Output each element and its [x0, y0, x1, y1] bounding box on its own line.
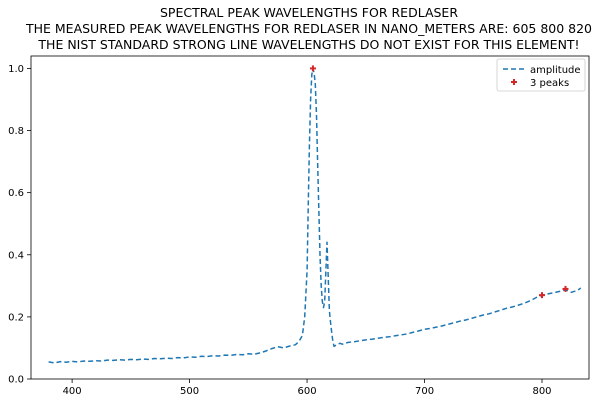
series-line-amplitude [48, 67, 582, 364]
legend-peaks-label: 3 peaks [530, 78, 569, 89]
x-axis: 400 500 600 700 800 [63, 379, 552, 397]
y-tick-label: 1.0 [8, 64, 24, 75]
legend-box [496, 58, 586, 92]
y-tick-label: 0.4 [8, 250, 24, 261]
y-tick-label: 0.6 [8, 188, 24, 199]
chart-title-line-1: SPECTRAL PEAK WAVELENGTHS FOR REDLASER [160, 5, 458, 20]
peak-marker [539, 292, 546, 299]
y-axis: 0.0 0.2 0.4 0.6 0.8 1.0 [8, 64, 31, 386]
plot-area [48, 65, 582, 364]
x-tick-label: 600 [298, 386, 317, 397]
x-tick-label: 400 [63, 386, 82, 397]
y-tick-label: 0.0 [8, 375, 24, 386]
axes-frame [30, 55, 590, 380]
x-tick-label: 800 [532, 386, 551, 397]
x-tick-label: 500 [180, 386, 199, 397]
legend: amplitude 3 peaks [496, 58, 586, 92]
peak-marker [309, 65, 316, 72]
y-tick-label: 0.8 [8, 126, 24, 137]
y-tick-label: 0.2 [8, 312, 24, 323]
chart-title-line-3: THE NIST STANDARD STRONG LINE WAVELENGTH… [37, 37, 579, 52]
chart-title-line-2: THE MEASURED PEAK WAVELENGTHS FOR REDLAS… [25, 21, 592, 36]
x-tick-label: 700 [415, 386, 434, 397]
legend-peaks-marker [511, 79, 517, 85]
peak-marker [562, 285, 569, 292]
legend-amplitude-label: amplitude [530, 65, 581, 76]
